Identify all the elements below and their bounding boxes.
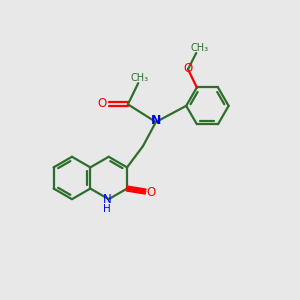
Text: O: O bbox=[146, 186, 155, 199]
Text: O: O bbox=[98, 97, 107, 110]
Text: CH₃: CH₃ bbox=[130, 73, 149, 83]
Text: N: N bbox=[151, 114, 162, 127]
Text: CH₃: CH₃ bbox=[190, 43, 208, 53]
Text: H: H bbox=[103, 204, 111, 214]
Text: O: O bbox=[183, 62, 193, 75]
Text: N: N bbox=[103, 193, 112, 206]
